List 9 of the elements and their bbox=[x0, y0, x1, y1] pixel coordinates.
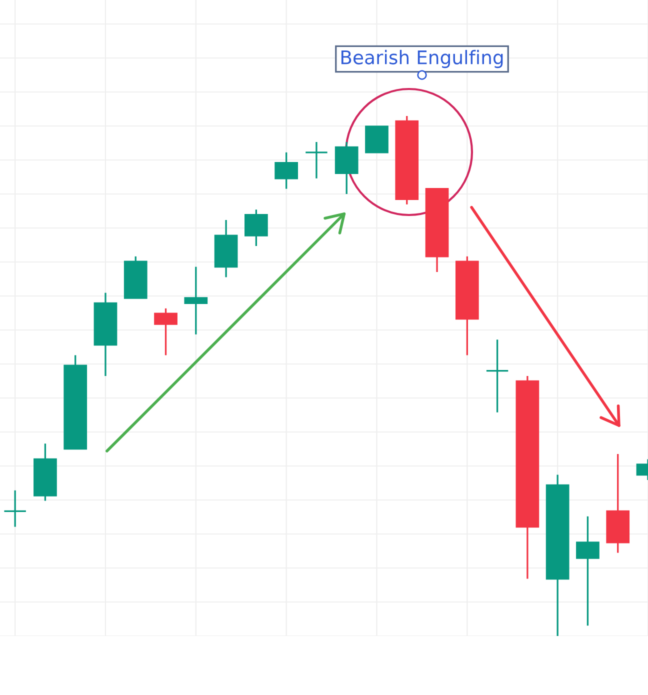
candlestick bbox=[184, 266, 208, 336]
candlestick bbox=[486, 338, 509, 414]
candlestick bbox=[154, 308, 178, 356]
candlestick bbox=[304, 141, 328, 180]
candlestick bbox=[3, 490, 27, 528]
candlestick bbox=[274, 152, 298, 190]
candlestick bbox=[576, 516, 600, 626]
candlestick bbox=[244, 208, 268, 247]
text: Bearish Engulfing bbox=[341, 50, 503, 68]
